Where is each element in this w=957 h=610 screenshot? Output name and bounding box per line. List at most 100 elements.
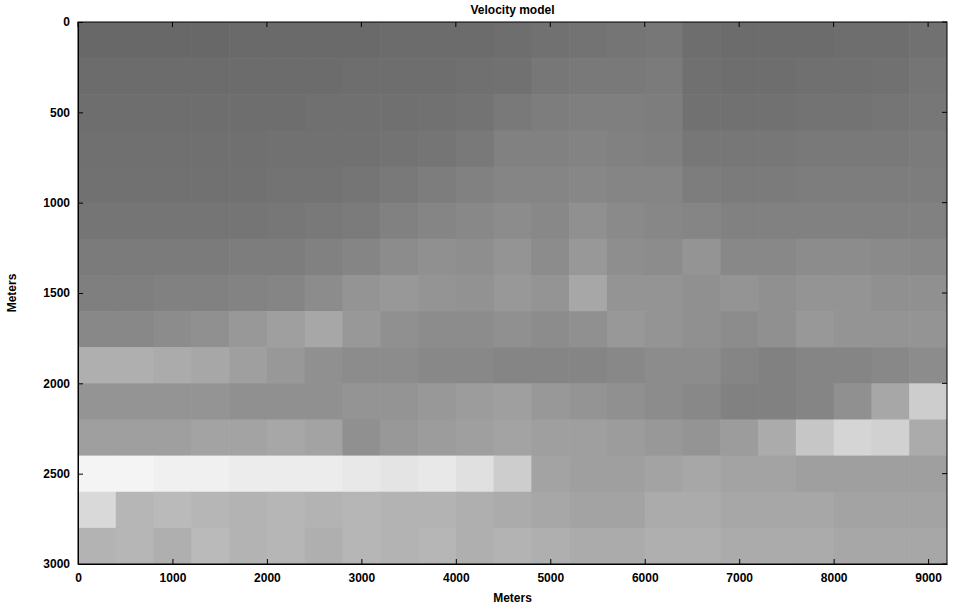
cell — [342, 22, 380, 59]
x-tick: 8000 — [821, 559, 848, 585]
cell — [154, 311, 192, 348]
cell — [720, 383, 758, 420]
x-tick-label: 7000 — [726, 571, 753, 585]
cell — [494, 130, 532, 167]
cell — [834, 167, 872, 204]
cell — [909, 167, 947, 204]
cell — [871, 528, 909, 564]
cell — [456, 419, 494, 456]
cell — [191, 203, 229, 240]
cell — [796, 311, 834, 348]
chart: 0100020003000400050006000700080009000050… — [0, 0, 957, 610]
cell — [834, 492, 872, 529]
cell — [607, 203, 645, 240]
y-tick-mark — [78, 293, 83, 294]
cell — [796, 130, 834, 167]
cell — [645, 94, 683, 131]
cell — [683, 58, 721, 95]
cell — [191, 94, 229, 131]
cell — [191, 239, 229, 276]
cell — [758, 167, 796, 204]
cell — [909, 419, 947, 456]
cell — [909, 203, 947, 240]
cell — [531, 419, 569, 456]
cell — [154, 58, 192, 95]
cell — [154, 492, 192, 529]
y-tick-label: 500 — [50, 106, 70, 120]
cell — [796, 203, 834, 240]
cell — [342, 347, 380, 384]
cell — [380, 130, 418, 167]
cell — [380, 167, 418, 204]
cell — [531, 94, 569, 131]
cell — [267, 275, 305, 312]
cell — [305, 239, 343, 276]
cell — [456, 275, 494, 312]
x-tick-label: 1000 — [160, 571, 187, 585]
y-tick-label: 2500 — [43, 467, 70, 481]
cell — [418, 130, 456, 167]
x-tick-label: 6000 — [632, 571, 659, 585]
cell — [607, 383, 645, 420]
cell — [607, 58, 645, 95]
cell — [116, 203, 154, 240]
cell — [342, 528, 380, 564]
cell — [909, 275, 947, 312]
cell — [834, 94, 872, 131]
cell — [494, 347, 532, 384]
cell — [909, 528, 947, 564]
cell — [796, 456, 834, 493]
plot: 0100020003000400050006000700080009000050… — [43, 15, 947, 584]
cell — [834, 203, 872, 240]
cell — [116, 167, 154, 204]
cell — [531, 347, 569, 384]
cell — [116, 58, 154, 95]
cell — [796, 419, 834, 456]
cell — [758, 130, 796, 167]
cell — [191, 383, 229, 420]
y-tick-mark-right — [942, 293, 947, 294]
cell — [229, 239, 267, 276]
cell — [342, 239, 380, 276]
cell — [796, 275, 834, 312]
cell — [116, 528, 154, 564]
cell — [229, 130, 267, 167]
y-tick-label: 1000 — [43, 196, 70, 210]
cell — [380, 456, 418, 493]
cell — [380, 311, 418, 348]
cell — [531, 130, 569, 167]
cell — [531, 239, 569, 276]
cell — [456, 94, 494, 131]
cell — [834, 383, 872, 420]
cell — [380, 383, 418, 420]
cell — [645, 130, 683, 167]
cell — [380, 275, 418, 312]
cell — [720, 167, 758, 204]
y-tick-mark-right — [942, 383, 947, 384]
cell — [645, 347, 683, 384]
x-tick: 5000 — [537, 559, 564, 585]
cell — [834, 528, 872, 564]
cell — [78, 456, 116, 493]
cell — [456, 239, 494, 276]
cell — [683, 528, 721, 564]
x-tick-mark — [361, 559, 362, 564]
cell — [154, 239, 192, 276]
cell — [645, 311, 683, 348]
cell — [607, 311, 645, 348]
cell — [418, 311, 456, 348]
x-tick-mark — [928, 559, 929, 564]
x-tick-mark-top — [266, 22, 267, 27]
cell — [494, 528, 532, 564]
cell — [78, 58, 116, 95]
cell — [909, 58, 947, 95]
cell — [720, 419, 758, 456]
cell — [78, 203, 116, 240]
cell — [531, 203, 569, 240]
cell — [191, 275, 229, 312]
title: Velocity model — [470, 3, 554, 17]
cell — [531, 22, 569, 59]
cell — [569, 94, 607, 131]
cell — [569, 167, 607, 204]
y-tick-label: 0 — [63, 15, 70, 29]
